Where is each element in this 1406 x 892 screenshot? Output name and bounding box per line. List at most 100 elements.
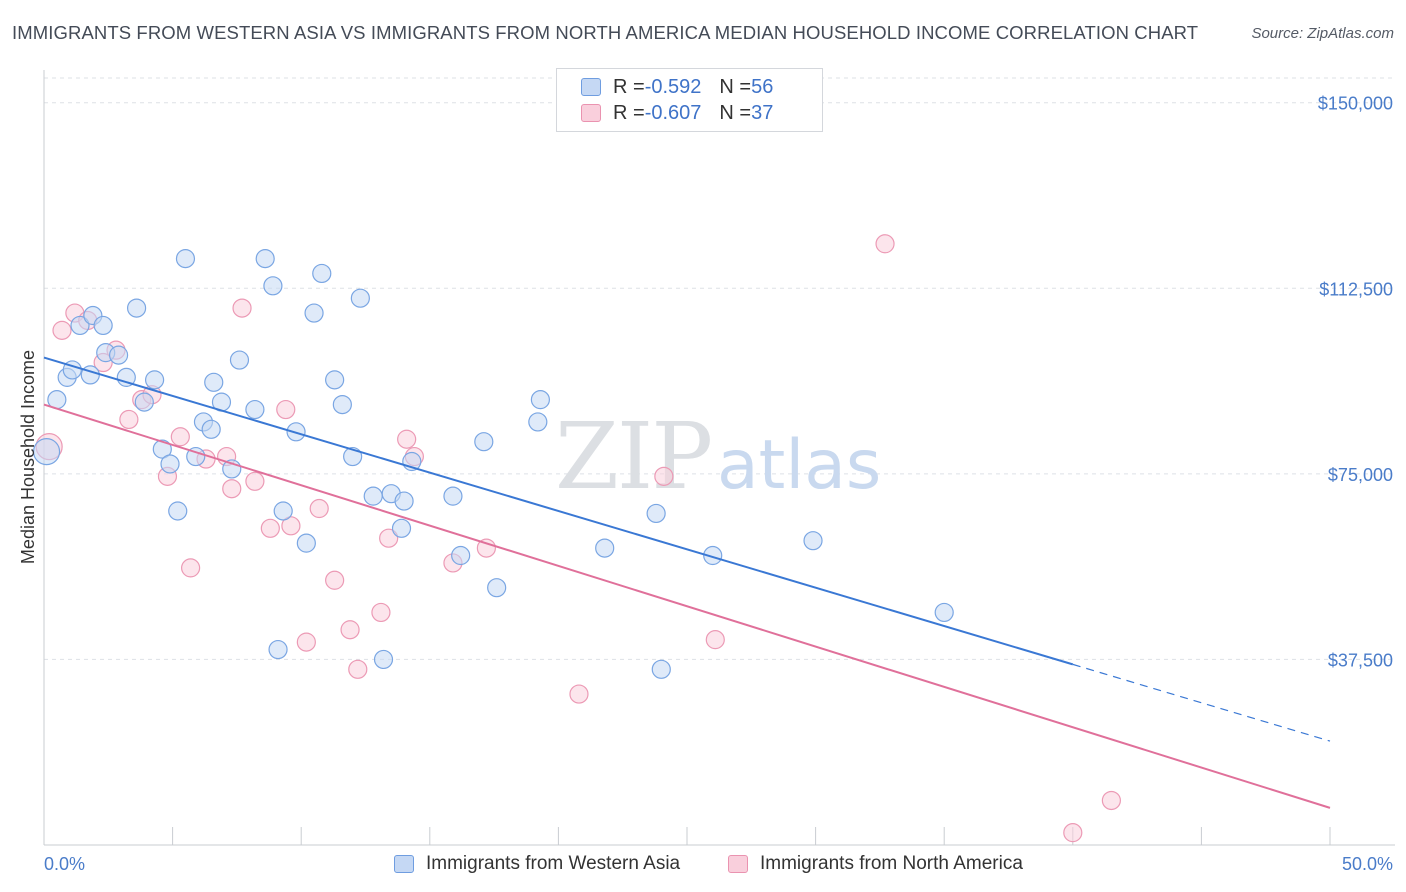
legend-r-label: R = — [613, 101, 645, 124]
bottom-legend-label: Immigrants from North America — [760, 853, 1023, 874]
data-point-western-asia — [32, 438, 61, 466]
data-point-western-asia — [126, 298, 147, 318]
trend-line-western-asia-extension — [1072, 663, 1331, 742]
x-tick-label: 50.0% — [1342, 854, 1393, 874]
data-point-western-asia — [201, 419, 221, 439]
data-point-north-america — [1101, 790, 1121, 811]
bottom-legend-swatch-pink — [728, 855, 748, 873]
data-point-western-asia — [116, 367, 136, 387]
data-point-western-asia — [451, 545, 471, 566]
legend-n-label: N = — [719, 75, 752, 98]
data-point-north-america — [476, 538, 496, 558]
chart-title: IMMIGRANTS FROM WESTERN ASIA VS IMMIGRAN… — [12, 22, 1199, 43]
data-point-western-asia — [268, 639, 288, 660]
data-point-north-america — [309, 498, 329, 519]
y-tick-labels: $37,500 $75,000 $112,500 $150,000 — [1318, 94, 1393, 671]
data-point-north-america — [654, 466, 674, 486]
data-point-north-america — [222, 479, 242, 499]
y-tick-label: $75,000 — [1328, 465, 1393, 485]
series-north-america — [35, 234, 1121, 843]
series-western-asia — [32, 249, 954, 679]
data-point-western-asia — [803, 531, 823, 551]
legend-row-western-asia: R = -0.592 N = 56 — [581, 75, 773, 99]
data-point-western-asia — [229, 350, 250, 370]
data-point-western-asia — [343, 446, 363, 467]
data-point-north-america — [232, 298, 252, 318]
data-point-western-asia — [160, 454, 180, 474]
legend-r-label: R = — [613, 75, 645, 98]
data-point-north-america — [1063, 823, 1083, 843]
data-point-western-asia — [70, 315, 90, 336]
data-point-western-asia — [332, 394, 352, 415]
data-point-western-asia — [325, 370, 345, 390]
trend-line-north-america — [43, 403, 1331, 809]
grid-lines — [44, 77, 1395, 660]
data-point-north-america — [281, 516, 301, 536]
data-point-north-america — [569, 684, 589, 704]
data-point-north-america — [119, 409, 139, 430]
data-point-western-asia — [263, 276, 283, 296]
data-point-north-america — [276, 399, 296, 420]
data-point-western-asia — [152, 439, 172, 459]
data-point-western-asia — [373, 649, 394, 670]
data-point-western-asia — [703, 545, 723, 566]
data-point-north-america — [325, 570, 345, 590]
data-point-north-america — [52, 320, 72, 340]
data-point-western-asia — [304, 303, 324, 323]
watermark: ZIP atlas — [555, 403, 881, 510]
legend-row-north-america: R = -0.607 N = 37 — [581, 101, 773, 125]
watermark-atlas: atlas — [717, 426, 881, 505]
data-point-north-america — [371, 602, 391, 623]
trend-lines — [43, 356, 1331, 809]
y-tick-label: $112,500 — [1319, 279, 1393, 299]
data-point-western-asia — [108, 345, 129, 365]
data-point-western-asia — [144, 370, 165, 390]
data-point-western-asia — [487, 578, 507, 598]
data-point-western-asia — [312, 263, 332, 284]
data-point-western-asia — [168, 501, 188, 521]
x-tick-label: 0.0% — [44, 854, 85, 874]
data-point-western-asia — [186, 446, 206, 467]
watermark-zip: ZIP — [555, 403, 711, 510]
bottom-legend-label: Immigrants from Western Asia — [426, 853, 681, 874]
data-point-north-america — [379, 528, 399, 548]
data-point-north-america — [245, 471, 265, 491]
data-point-north-america — [397, 429, 417, 449]
source-credit: Source: ZipAtlas.com — [1251, 25, 1394, 42]
data-point-north-america — [348, 659, 368, 679]
data-point-western-asia — [93, 315, 113, 336]
data-point-north-america — [340, 620, 360, 640]
data-point-western-asia — [350, 288, 370, 308]
data-point-western-asia — [474, 432, 494, 452]
x-tick-labels: 0.0% 50.0% — [44, 854, 1393, 874]
data-point-western-asia — [363, 486, 383, 506]
legend-n-value: 37 — [751, 101, 774, 124]
legend-r-value: -0.592 — [644, 75, 702, 98]
data-point-western-asia — [134, 392, 154, 412]
data-point-western-asia — [651, 659, 671, 679]
legend-swatch-blue — [581, 78, 601, 96]
stats-legend: R = -0.592 N = 56 R = -0.607 N = 37 — [556, 68, 823, 132]
data-point-western-asia — [595, 538, 615, 558]
data-point-western-asia — [175, 249, 196, 269]
data-point-north-america — [705, 630, 725, 650]
legend-swatch-pink — [581, 104, 601, 122]
legend-r-value: -0.607 — [644, 101, 702, 124]
data-point-western-asia — [273, 501, 293, 521]
legend-n-value: 56 — [751, 75, 774, 98]
data-point-western-asia — [255, 249, 275, 269]
data-point-north-america — [181, 558, 201, 578]
data-point-western-asia — [646, 503, 666, 524]
data-point-north-america — [170, 427, 190, 447]
bottom-legend-western-asia: Immigrants from Western Asia — [394, 852, 680, 876]
data-point-north-america — [260, 518, 280, 538]
data-point-western-asia — [296, 533, 316, 553]
bottom-legend-north-america: Immigrants from North America — [728, 852, 1023, 876]
data-point-western-asia — [394, 491, 414, 511]
data-point-north-america — [875, 234, 895, 254]
data-point-western-asia — [443, 486, 463, 506]
data-point-western-asia — [934, 602, 954, 623]
data-point-north-america — [296, 632, 316, 652]
legend-n-label: N = — [719, 101, 752, 124]
